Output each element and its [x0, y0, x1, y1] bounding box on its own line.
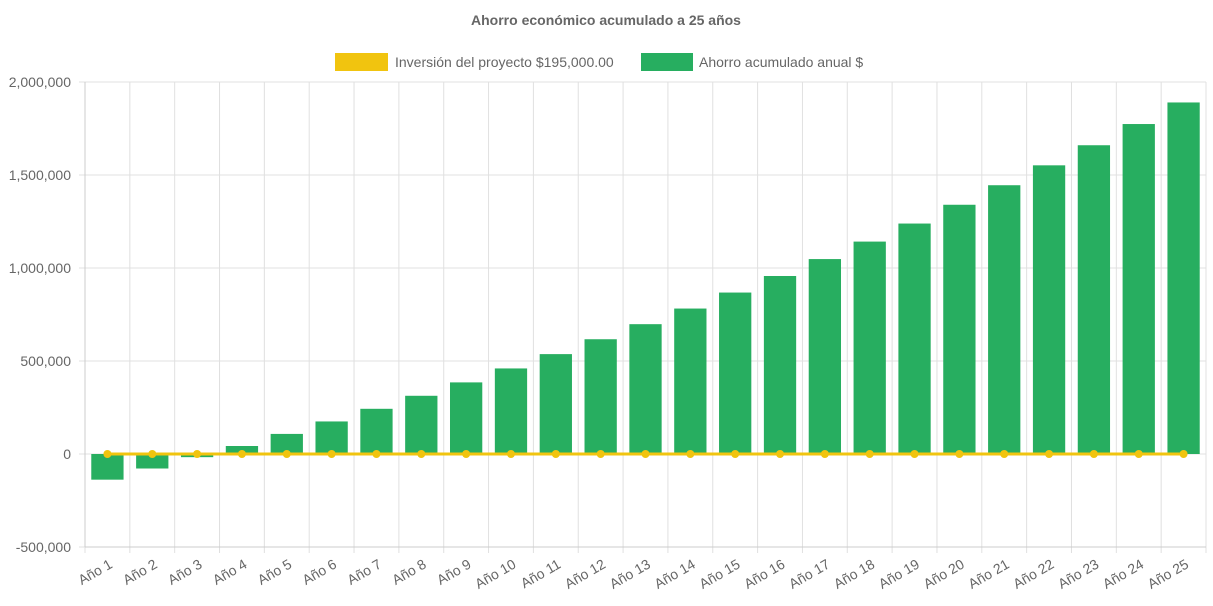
- x-tick-label: Año 11: [518, 556, 564, 592]
- line-point-19[interactable]: [910, 450, 919, 458]
- bar-18[interactable]: [853, 241, 886, 454]
- bar-series: [91, 102, 1200, 480]
- bar-17[interactable]: [808, 259, 842, 454]
- x-tick-label: Año 21: [965, 556, 1012, 592]
- line-point-13[interactable]: [641, 450, 650, 458]
- x-tick-label: Año 4: [210, 556, 250, 588]
- bar-8[interactable]: [405, 395, 438, 454]
- y-tick-label: 0: [63, 446, 71, 462]
- bar-12[interactable]: [584, 339, 617, 454]
- line-point-3[interactable]: [193, 450, 202, 458]
- y-tick-label: -500,000: [16, 539, 71, 555]
- bar-13[interactable]: [629, 324, 662, 454]
- x-tick-label: Año 22: [1010, 556, 1057, 592]
- line-point-21[interactable]: [1000, 450, 1009, 458]
- bar-20[interactable]: [943, 204, 976, 454]
- x-tick-label: Año 1: [75, 556, 115, 588]
- grid: [79, 81, 1207, 553]
- line-point-22[interactable]: [1045, 450, 1054, 458]
- line-point-18[interactable]: [865, 450, 874, 458]
- bar-19[interactable]: [898, 223, 931, 454]
- y-tick-label: 500,000: [20, 353, 71, 369]
- x-tick-label: Año 18: [831, 556, 878, 592]
- y-axis: 2,000,000 1,500,000 1,000,000 500,000 0 -500,…: [9, 74, 72, 555]
- bar-15[interactable]: [719, 292, 752, 454]
- bar-5[interactable]: [270, 433, 303, 454]
- legend-item-inversion[interactable]: Inversión del proyecto $195,000.00: [335, 53, 614, 71]
- x-tick-label: Año 9: [434, 556, 474, 588]
- line-point-24[interactable]: [1134, 450, 1143, 458]
- x-tick-label: Año 8: [389, 556, 429, 588]
- line-point-7[interactable]: [372, 450, 381, 458]
- x-tick-label: Año 25: [1145, 556, 1192, 592]
- line-point-17[interactable]: [820, 450, 829, 458]
- bar-25[interactable]: [1167, 102, 1200, 455]
- legend: Inversión del proyecto $195,000.00 Ahorr…: [335, 53, 863, 71]
- bar-22[interactable]: [1032, 165, 1066, 454]
- x-tick-label: Año 20: [920, 556, 967, 592]
- x-tick-label: Año 6: [299, 556, 339, 588]
- line-point-4[interactable]: [237, 450, 246, 458]
- bar-14[interactable]: [674, 308, 707, 454]
- line-point-12[interactable]: [596, 450, 605, 458]
- y-tick-label: 1,000,000: [9, 260, 71, 276]
- x-tick-label: Año 15: [696, 556, 743, 592]
- x-tick-label: Año 5: [255, 556, 295, 588]
- bar-16[interactable]: [763, 275, 797, 454]
- line-point-2[interactable]: [148, 450, 157, 458]
- line-point-14[interactable]: [686, 450, 695, 458]
- bar-2[interactable]: [136, 454, 169, 469]
- bar-11[interactable]: [539, 354, 572, 454]
- x-tick-label: Año 10: [472, 556, 519, 592]
- line-point-9[interactable]: [462, 450, 471, 458]
- x-tick-label: Año 19: [876, 556, 923, 592]
- line-point-11[interactable]: [551, 450, 560, 458]
- line-point-15[interactable]: [731, 450, 740, 458]
- line-point-23[interactable]: [1089, 450, 1098, 458]
- bar-6[interactable]: [315, 421, 348, 454]
- bar-21[interactable]: [988, 185, 1021, 455]
- x-axis: Año 1 Año 2 Año 3 Año 4 Año 5 Año 6 Año 7 Año 8…: [75, 556, 1191, 592]
- line-point-6[interactable]: [327, 450, 336, 458]
- line-point-1[interactable]: [103, 450, 112, 458]
- x-tick-label: Año 2: [120, 556, 160, 588]
- y-tick-label: 1,500,000: [9, 167, 71, 183]
- x-tick-label: Año 17: [786, 556, 833, 592]
- line-point-16[interactable]: [776, 450, 785, 458]
- bar-9[interactable]: [449, 382, 483, 454]
- line-point-20[interactable]: [955, 450, 964, 458]
- x-tick-label: Año 24: [1100, 556, 1147, 592]
- line-series: [103, 450, 1188, 458]
- x-tick-label: Año 14: [651, 556, 698, 592]
- line-point-10[interactable]: [506, 450, 515, 458]
- y-tick-label: 2,000,000: [9, 74, 71, 90]
- line-point-5[interactable]: [282, 450, 291, 458]
- bar-7[interactable]: [360, 408, 393, 454]
- bar-10[interactable]: [494, 368, 528, 454]
- x-tick-label: Año 12: [562, 556, 609, 592]
- bar-1[interactable]: [91, 454, 124, 480]
- legend-item-ahorro[interactable]: Ahorro acumulado anual $: [641, 53, 863, 71]
- legend-swatch-ahorro: [641, 53, 693, 71]
- x-tick-label: Año 7: [344, 556, 384, 588]
- legend-swatch-inversion: [335, 53, 388, 71]
- x-tick-label: Año 13: [607, 556, 654, 592]
- x-tick-label: Año 16: [741, 556, 788, 592]
- bar-23[interactable]: [1077, 145, 1111, 455]
- line-point-25[interactable]: [1179, 450, 1188, 458]
- bar-24[interactable]: [1122, 124, 1155, 454]
- line-point-8[interactable]: [417, 450, 426, 458]
- legend-label-ahorro: Ahorro acumulado anual $: [699, 54, 863, 70]
- chart-title: Ahorro económico acumulado a 25 años: [471, 12, 741, 28]
- legend-label-inversion: Inversión del proyecto $195,000.00: [395, 54, 614, 70]
- x-tick-label: Año 3: [165, 556, 205, 588]
- x-tick-label: Año 23: [1055, 556, 1102, 592]
